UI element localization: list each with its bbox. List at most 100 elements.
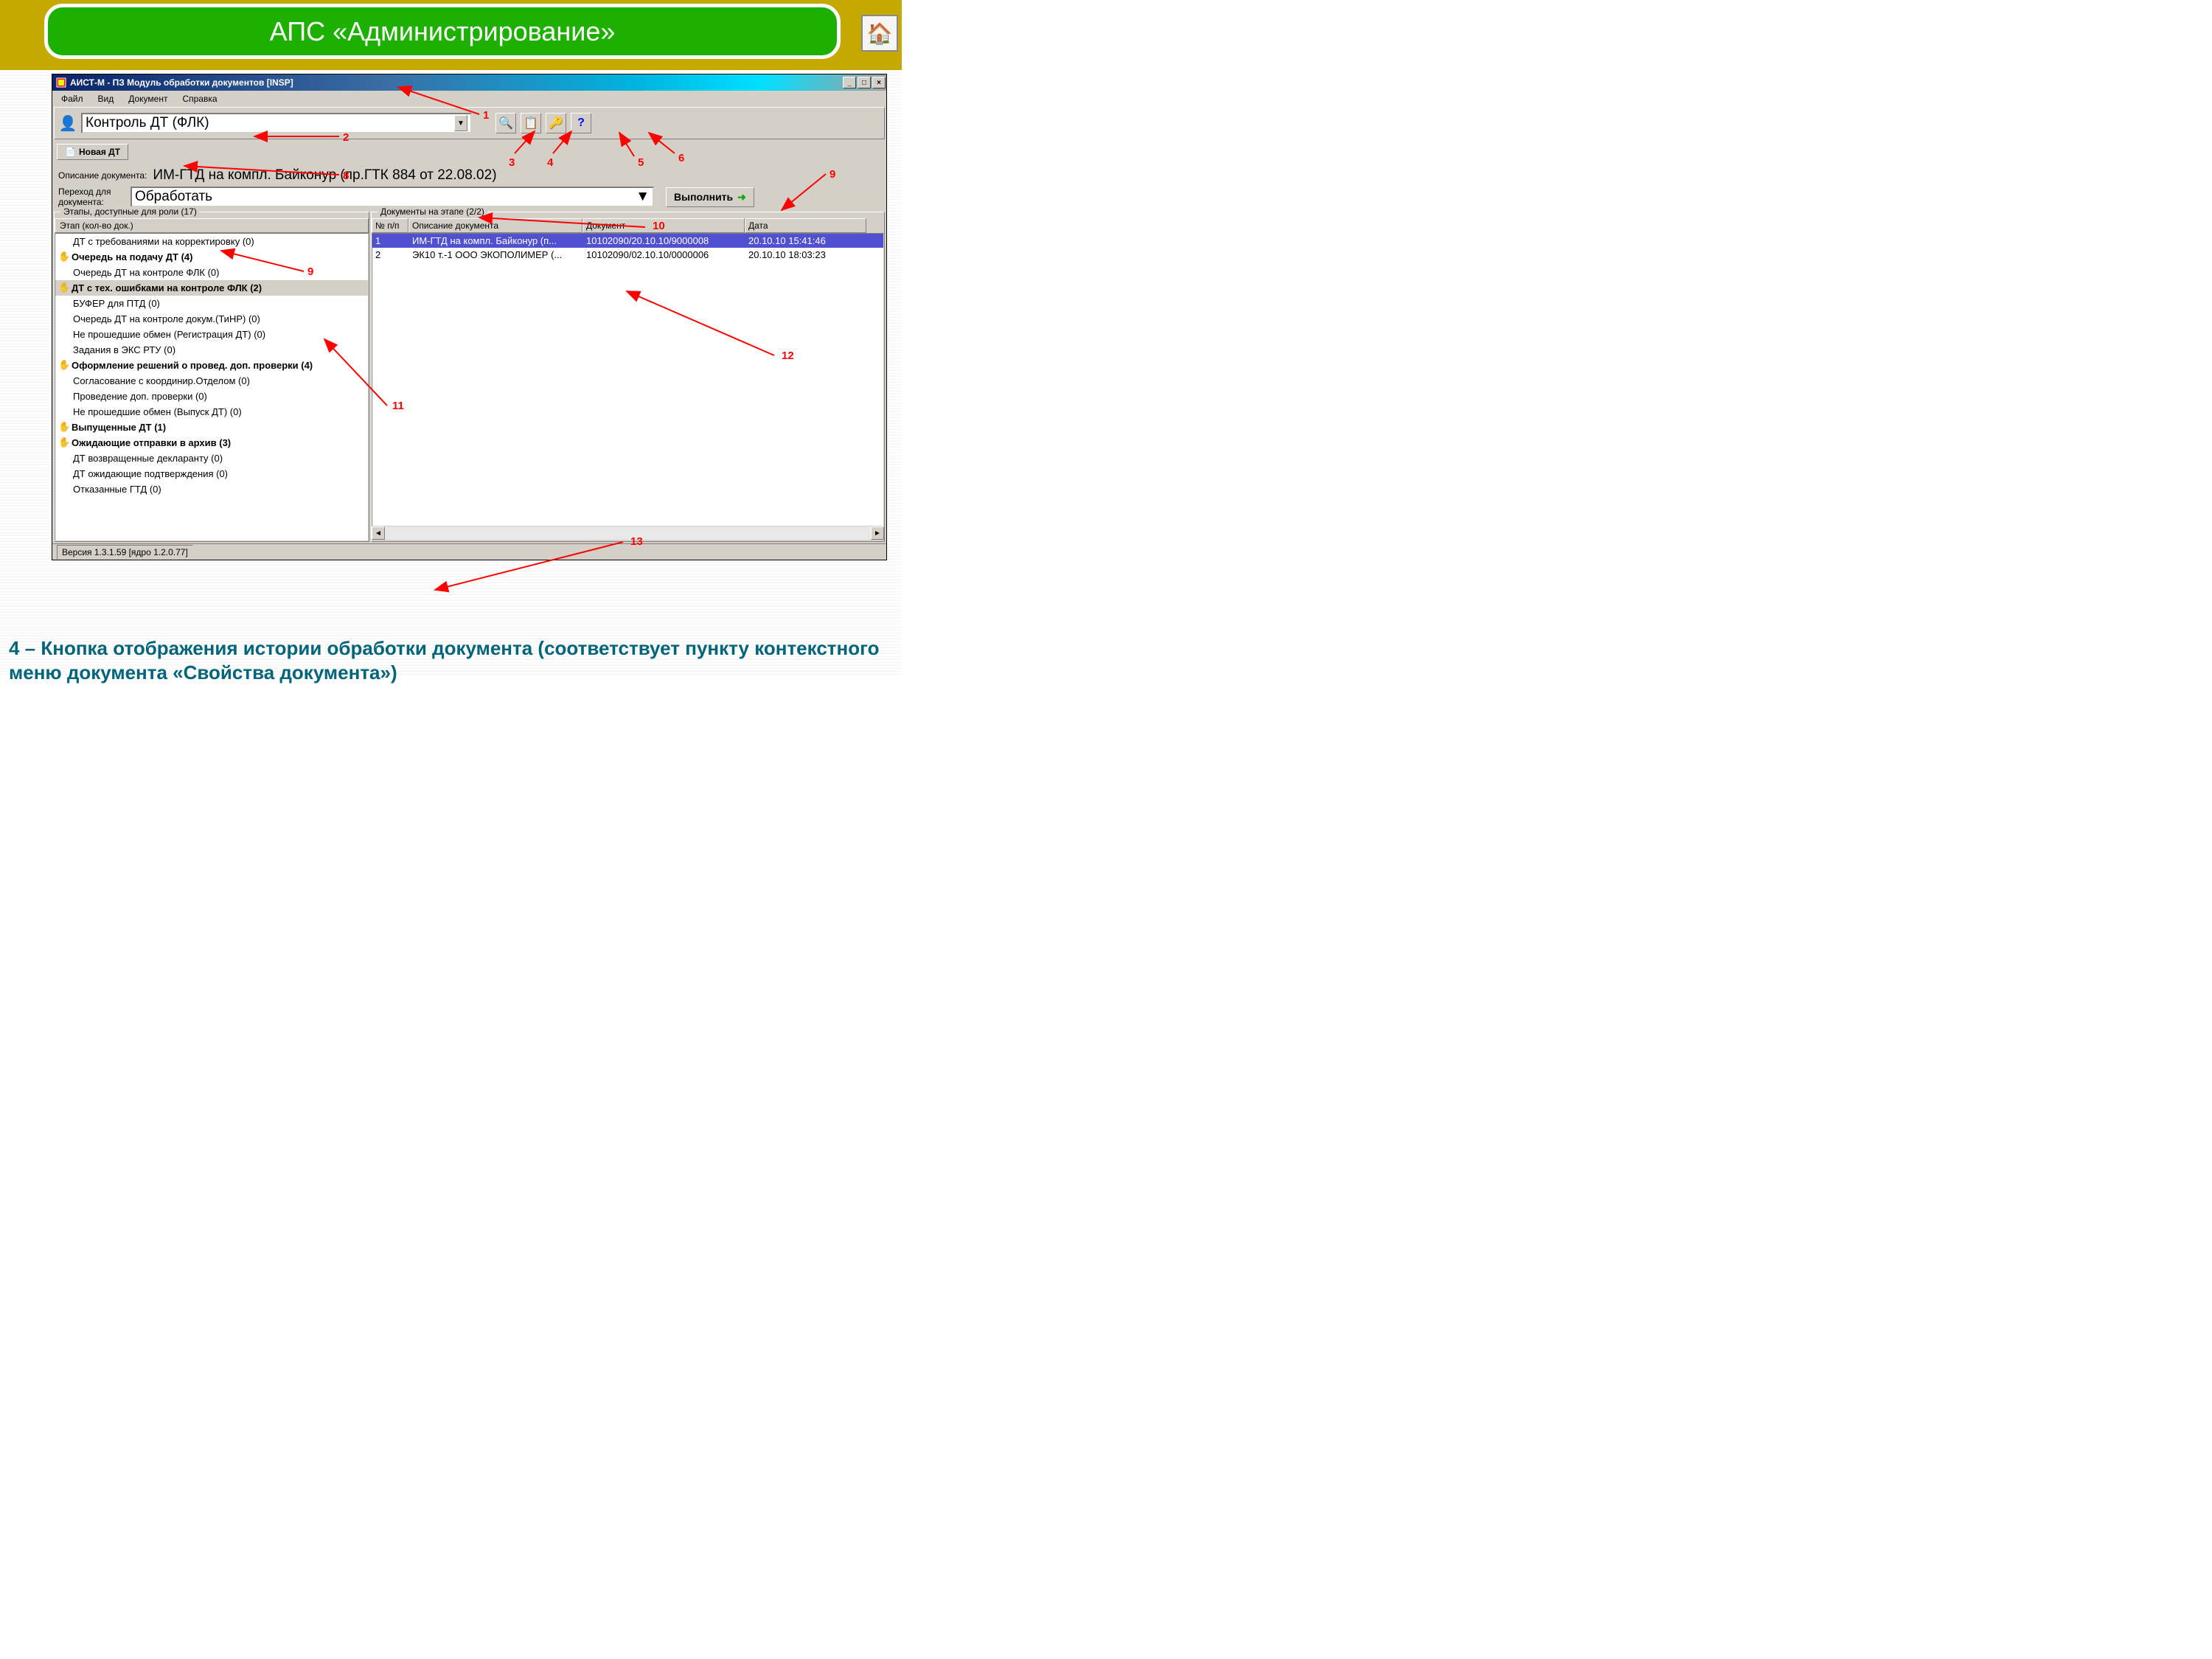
home-icon[interactable]: 🏠 [861, 15, 898, 52]
arrow-right-icon: ➜ [737, 191, 746, 204]
menubar: Файл Вид Документ Справка [52, 91, 886, 105]
menu-view[interactable]: Вид [92, 92, 120, 104]
tree-item[interactable]: Задания в ЭКС РТУ (0) [55, 342, 368, 358]
cell: 10102090/02.10.10/0000006 [583, 248, 745, 262]
cell: 2 [372, 248, 409, 262]
table-row[interactable]: 2ЭК10 т.-1 ООО ЭКОПОЛИМЕР (...10102090/0… [372, 248, 883, 262]
docs-header: № п/п Описание документа Документ Дата [372, 218, 884, 233]
desc-value: ИМ-ГТД на компл. Байконур (пр.ГТК 884 от… [153, 167, 496, 184]
new-dt-button[interactable]: 📄 Новая ДТ [57, 144, 128, 160]
tree-item-label: Очередь на подачу ДТ (4) [72, 251, 192, 262]
tree-item-label: Не прошедшие обмен (Регистрация ДТ) (0) [73, 329, 265, 340]
tree-item[interactable]: Согласование с координир.Отделом (0) [55, 373, 368, 389]
scroll-right-icon[interactable]: ► [871, 526, 884, 540]
tree-item[interactable]: ДТ ожидающие подтверждения (0) [55, 466, 368, 481]
window-title: АИСТ-М - ПЗ Модуль обработки документов … [70, 77, 293, 88]
slide-title-box: АПС «Администрирование» [44, 4, 841, 59]
tree-item[interactable]: ДТ с требованиями на корректировку (0) [55, 234, 368, 249]
stages-panel-title: Этапы, доступные для роли (17) [60, 206, 200, 217]
tree-item-label: ДТ возвращенные декларанту (0) [73, 453, 223, 464]
tree-body: ДТ с требованиями на корректировку (0)✋О… [55, 233, 369, 541]
tree-item[interactable]: Проведение доп. проверки (0) [55, 389, 368, 404]
new-dt-row: 📄 Новая ДТ [52, 141, 886, 163]
tree-item[interactable]: ДТ возвращенные декларанту (0) [55, 451, 368, 466]
tree-item-label: ДТ ожидающие подтверждения (0) [73, 468, 228, 479]
tree-item-label: Очередь ДТ на контроле докум.(ТиНР) (0) [73, 313, 260, 324]
tree-item[interactable]: ✋Выпущенные ДТ (1) [55, 420, 368, 435]
tree-item[interactable]: БУФЕР для ПТД (0) [55, 296, 368, 311]
tree-item[interactable]: Отказанные ГТД (0) [55, 481, 368, 497]
dropdown-icon[interactable]: ▼ [636, 189, 650, 205]
cell: 10102090/20.10.10/9000008 [583, 234, 745, 248]
tree-item[interactable]: ✋Оформление решений о провед. доп. прове… [55, 358, 368, 373]
minimize-button[interactable]: _ [843, 77, 856, 88]
menu-file[interactable]: Файл [55, 92, 89, 104]
execute-button[interactable]: Выполнить ➜ [666, 187, 754, 207]
scroll-left-icon[interactable]: ◄ [372, 526, 385, 540]
tree-item-label: Задания в ЭКС РТУ (0) [73, 344, 175, 355]
tree-item-label: Выпущенные ДТ (1) [72, 422, 166, 433]
cell: ИМ-ГТД на компл. Байконур (п... [409, 234, 583, 248]
horizontal-scrollbar[interactable]: ◄ ► [372, 526, 884, 540]
history-button[interactable]: 📋 [521, 113, 541, 133]
col-date[interactable]: Дата [745, 218, 866, 233]
help-icon: ? [577, 116, 585, 130]
description-section: Описание документа: ИМ-ГТД на компл. Бай… [54, 164, 885, 210]
cell: ЭК10 т.-1 ООО ЭКОПОЛИМЕР (... [409, 248, 583, 262]
scroll-track[interactable] [385, 526, 871, 540]
cell: 1 [372, 234, 409, 248]
tree-item[interactable]: ✋ДТ с тех. ошибками на контроле ФЛК (2) [55, 280, 368, 296]
transition-value: Обработать [135, 189, 212, 205]
key-button[interactable]: 🔑 [546, 113, 566, 133]
tree-item[interactable]: ✋Очередь на подачу ДТ (4) [55, 249, 368, 265]
mode-select[interactable]: Контроль ДТ (ФЛК) ▼ [81, 113, 472, 133]
menu-help[interactable]: Справка [176, 92, 223, 104]
tree-item-label: Очередь ДТ на контроле ФЛК (0) [73, 267, 220, 278]
slide-caption: 4 – Кнопка отображения истории обработки… [0, 630, 902, 690]
documents-panel-title: Документы на этапе (2/2) [378, 206, 487, 217]
col-num[interactable]: № п/п [372, 218, 408, 233]
tree-item[interactable]: Очередь ДТ на контроле ФЛК (0) [55, 265, 368, 280]
documents-panel: Документы на этапе (2/2) № п/п Описание … [371, 212, 885, 542]
tree-item-label: ДТ с тех. ошибками на контроле ФЛК (2) [72, 282, 262, 293]
window-titlebar: АИСТ-М - ПЗ Модуль обработки документов … [52, 74, 886, 91]
tree-item[interactable]: ✋Ожидающие отправки в архив (3) [55, 435, 368, 451]
col-desc[interactable]: Описание документа [408, 218, 582, 233]
table-row[interactable]: 1ИМ-ГТД на компл. Байконур (п...10102090… [372, 234, 883, 248]
hand-icon: ✋ [58, 421, 70, 433]
hand-icon: ✋ [58, 282, 70, 293]
tree-item-label: Ожидающие отправки в архив (3) [72, 437, 231, 448]
help-button[interactable]: ? [571, 113, 591, 133]
hand-icon: ✋ [58, 251, 70, 262]
tree-item-label: БУФЕР для ПТД (0) [73, 298, 160, 309]
new-dt-label: Новая ДТ [79, 147, 120, 157]
trans-label: Переход для документа: [58, 187, 126, 207]
maximize-button[interactable]: □ [858, 77, 871, 88]
version-label: Версия 1.3.1.59 [ядро 1.2.0.77] [57, 545, 193, 560]
binoculars-icon: 🔍 [498, 116, 513, 131]
dropdown-icon[interactable]: ▼ [454, 115, 467, 131]
tree-header[interactable]: Этап (кол-во док.) [55, 218, 369, 233]
tree-item-label: Проведение доп. проверки (0) [73, 391, 207, 402]
app-icon [55, 77, 67, 88]
tree-item-label: Не прошедшие обмен (Выпуск ДТ) (0) [73, 406, 242, 417]
user-icon: 👤 [59, 112, 77, 134]
hand-icon: ✋ [58, 437, 70, 448]
desc-label: Описание документа: [58, 170, 147, 181]
col-doc[interactable]: Документ [582, 218, 745, 233]
document-icon: 📋 [524, 116, 538, 131]
slide-title: АПС «Администрирование» [270, 16, 616, 47]
tree-item[interactable]: Не прошедшие обмен (Регистрация ДТ) (0) [55, 327, 368, 342]
search-button[interactable]: 🔍 [495, 113, 516, 133]
app-window: АИСТ-М - ПЗ Модуль обработки документов … [52, 74, 887, 560]
execute-label: Выполнить [674, 191, 733, 203]
tree-item-label: Отказанные ГТД (0) [73, 484, 161, 495]
menu-document[interactable]: Документ [122, 92, 173, 104]
tree-item[interactable]: Не прошедшие обмен (Выпуск ДТ) (0) [55, 404, 368, 420]
tree-item[interactable]: Очередь ДТ на контроле докум.(ТиНР) (0) [55, 311, 368, 327]
tree-item-label: ДТ с требованиями на корректировку (0) [73, 236, 254, 247]
close-button[interactable]: × [872, 77, 886, 88]
transition-select[interactable]: Обработать ▼ [131, 187, 654, 207]
cell: 20.10.10 18:03:23 [745, 248, 867, 262]
stages-panel: Этапы, доступные для роли (17) Этап (кол… [54, 212, 369, 542]
